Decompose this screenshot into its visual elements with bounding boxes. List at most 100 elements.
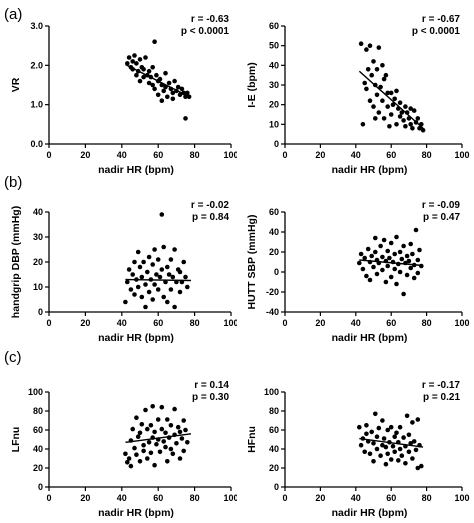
- y-tick-label: -40: [266, 307, 279, 317]
- data-point: [181, 448, 186, 454]
- data-point: [146, 80, 152, 86]
- data-point: [408, 122, 413, 127]
- data-point: [152, 39, 157, 44]
- data-point: [373, 235, 378, 241]
- x-tick-label: 20: [315, 318, 325, 328]
- data-point: [392, 96, 397, 102]
- x-tick-label: 0: [46, 493, 51, 503]
- data-point: [177, 429, 183, 435]
- data-point: [413, 227, 419, 233]
- data-point: [161, 244, 166, 250]
- data-point: [399, 256, 405, 262]
- data-point: [125, 460, 130, 465]
- data-point: [123, 299, 128, 305]
- data-point: [369, 72, 374, 78]
- data-point: [185, 90, 190, 96]
- data-point: [364, 273, 369, 279]
- panel-label-c: (c): [4, 349, 22, 366]
- data-point: [137, 430, 143, 436]
- data-point: [145, 426, 150, 432]
- data-point: [135, 284, 141, 290]
- data-point: [146, 68, 152, 74]
- regression-line: [125, 63, 192, 99]
- data-point: [139, 274, 145, 280]
- data-point: [132, 292, 137, 297]
- data-point: [157, 274, 163, 280]
- data-point: [148, 423, 154, 428]
- data-point: [159, 404, 165, 410]
- data-point: [183, 274, 188, 280]
- data-point: [415, 417, 421, 422]
- data-point: [165, 417, 170, 422]
- data-point: [380, 254, 385, 260]
- data-point: [161, 294, 166, 300]
- data-point: [420, 127, 426, 133]
- y-tick-label: 100: [264, 387, 279, 397]
- data-point: [417, 247, 422, 253]
- y-tick-label: 0: [38, 482, 43, 492]
- data-point: [360, 266, 366, 272]
- data-point: [413, 447, 419, 453]
- x-axis-label: nadir HR (bpm): [98, 507, 174, 519]
- data-point: [161, 439, 166, 444]
- data-point: [159, 426, 165, 432]
- data-point: [145, 269, 150, 275]
- y-tick-label: 10: [33, 282, 43, 292]
- data-point: [394, 88, 399, 94]
- data-point: [161, 88, 166, 94]
- data-point: [411, 439, 417, 444]
- panel-label-a: (a): [4, 6, 23, 23]
- stat-p-value: p < 0.0001: [412, 26, 461, 37]
- data-point: [381, 116, 387, 121]
- data-point: [154, 442, 159, 447]
- data-point: [175, 424, 181, 430]
- data-point: [181, 259, 186, 265]
- y-axis-label: VR: [10, 77, 22, 92]
- stat-r-value: r = -0.63: [191, 14, 230, 25]
- data-point: [358, 442, 364, 448]
- y-tick-label: 20: [269, 247, 279, 257]
- chart-vr: 0 20 40 60 80 100 0.0 1.0 2.0 3.0 nadir HR (bpm) VR…: [10, 14, 237, 175]
- stat-p-value: p = 0.30: [192, 392, 229, 403]
- regression-line: [125, 278, 191, 282]
- data-point: [410, 420, 415, 425]
- data-point: [374, 67, 380, 72]
- data-point: [376, 45, 382, 50]
- data-point: [155, 417, 161, 422]
- stat-r-value: r = -0.17: [422, 380, 461, 391]
- data-point: [177, 456, 183, 461]
- y-tick-label: 80: [33, 406, 43, 416]
- stat-p-value: p < 0.0001: [181, 26, 230, 37]
- data-point: [163, 444, 168, 450]
- data-point: [172, 406, 177, 412]
- data-point: [404, 253, 410, 259]
- x-tick-label: 0: [282, 318, 287, 328]
- y-tick-label: 40: [269, 227, 279, 237]
- data-point: [152, 429, 157, 435]
- y-tick-label: 100: [28, 387, 43, 397]
- data-point: [179, 86, 185, 92]
- data-point: [378, 243, 383, 249]
- data-point: [385, 90, 390, 96]
- data-point: [172, 78, 177, 84]
- data-point: [163, 279, 168, 285]
- data-point: [166, 80, 172, 86]
- data-point: [369, 253, 374, 259]
- data-point: [165, 299, 170, 305]
- data-point: [364, 47, 369, 52]
- data-point: [177, 269, 183, 275]
- data-point: [139, 422, 145, 427]
- data-point: [385, 104, 390, 109]
- data-point: [392, 449, 397, 455]
- x-tick-label: 80: [422, 150, 432, 160]
- data-point: [408, 265, 413, 271]
- data-point: [170, 96, 176, 102]
- data-point: [183, 116, 188, 121]
- y-tick-label: 60: [33, 425, 43, 435]
- data-point: [411, 108, 417, 113]
- data-point: [125, 279, 130, 285]
- data-point: [165, 264, 170, 270]
- data-point: [130, 272, 135, 277]
- data-point: [380, 63, 385, 68]
- data-point: [401, 243, 406, 249]
